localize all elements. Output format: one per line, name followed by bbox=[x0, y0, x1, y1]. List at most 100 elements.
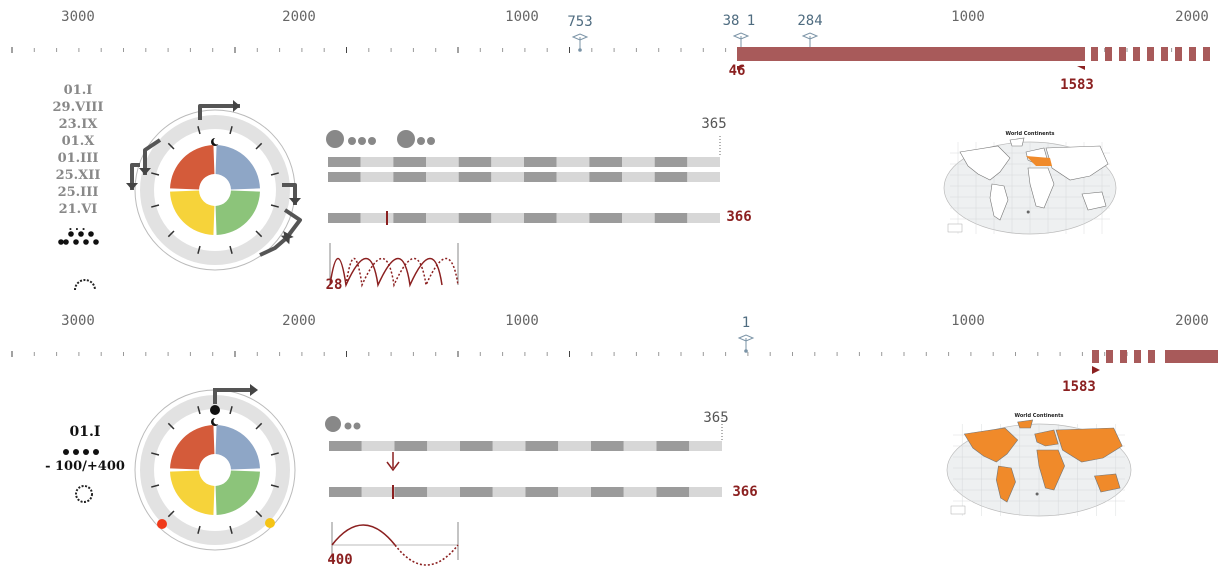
bar-cell bbox=[623, 487, 657, 497]
bar-cell bbox=[328, 172, 361, 182]
julian-dash bbox=[1134, 350, 1141, 363]
date-item: 01.X bbox=[61, 134, 95, 149]
date-item: 01.III bbox=[57, 151, 99, 166]
season-arrow bbox=[143, 138, 162, 175]
axis-label-2000-bc: 2000 bbox=[282, 9, 316, 25]
julian-bar bbox=[737, 47, 1085, 61]
common-year-bar bbox=[329, 441, 722, 451]
month-tick bbox=[167, 510, 175, 518]
weekday-dot bbox=[358, 137, 366, 145]
bar-cell bbox=[427, 487, 460, 497]
bar-cell bbox=[426, 157, 459, 167]
bar-cell bbox=[394, 487, 428, 497]
month-tick bbox=[151, 172, 160, 176]
bar-cell bbox=[491, 157, 524, 167]
season-segment bbox=[170, 425, 215, 470]
continent bbox=[1034, 429, 1059, 447]
axis-label-2000-ad: 2000 bbox=[1175, 313, 1209, 329]
bar-cell bbox=[458, 172, 492, 182]
map-title: World Continents bbox=[1014, 413, 1064, 419]
end-flag bbox=[1077, 66, 1085, 70]
bar-cell bbox=[393, 157, 426, 167]
bar-cell bbox=[622, 172, 655, 182]
month-tick bbox=[255, 422, 263, 430]
bar-cell bbox=[360, 213, 394, 223]
month-tick bbox=[167, 230, 175, 238]
world-map-julian bbox=[943, 137, 1117, 235]
julian-dash bbox=[1148, 350, 1155, 363]
marker-label-753: 753 bbox=[567, 14, 593, 30]
top-timeline-graphic bbox=[11, 32, 1210, 291]
month-tick bbox=[151, 204, 160, 208]
year-label-1583: 1583 bbox=[1062, 379, 1096, 395]
leap-dot bbox=[73, 239, 79, 245]
era-marker-1 bbox=[737, 334, 755, 342]
bar-cell bbox=[427, 441, 460, 451]
bar-cell bbox=[556, 172, 590, 182]
leap-year-bar bbox=[329, 487, 722, 497]
date-item: 23.IX bbox=[58, 117, 98, 132]
month-tick bbox=[270, 204, 279, 208]
bar-cell bbox=[589, 172, 622, 182]
continent bbox=[1094, 473, 1121, 493]
month-tick bbox=[151, 484, 160, 488]
bar-cell bbox=[360, 157, 394, 167]
axis-label-2000-bc: 2000 bbox=[282, 313, 316, 329]
month-tick bbox=[229, 406, 233, 415]
weekday-dot bbox=[417, 137, 425, 145]
leap-dot bbox=[93, 239, 99, 245]
axis-label-1000-ad: 1000 bbox=[951, 9, 985, 25]
solstice-dot bbox=[265, 518, 275, 528]
date-list: 01.I 29.VIII 23.IX 01.X 01.III 25.XII 25… bbox=[43, 82, 113, 218]
bar-cell bbox=[524, 157, 557, 167]
gregorian-bar bbox=[1165, 350, 1218, 363]
bar-cell bbox=[687, 157, 720, 167]
world-map-graphic bbox=[946, 419, 1132, 517]
bar-cell bbox=[426, 213, 459, 223]
season-arrow bbox=[283, 208, 302, 242]
bar-cell bbox=[460, 487, 493, 497]
bar-cell bbox=[558, 487, 591, 497]
julian-dash bbox=[1106, 350, 1113, 363]
gear-icon bbox=[74, 279, 96, 291]
bar-cell bbox=[656, 441, 690, 451]
season-arrow bbox=[130, 163, 140, 190]
year-label-1583: 1583 bbox=[1060, 77, 1094, 93]
axis-label-1000-ad: 1000 bbox=[951, 313, 985, 329]
month-tick bbox=[255, 510, 263, 518]
bar-cell bbox=[591, 441, 624, 451]
moon-icon-mask bbox=[213, 417, 221, 425]
bar-cell bbox=[525, 487, 559, 497]
leap-dot bbox=[63, 239, 69, 245]
continent bbox=[989, 183, 1009, 221]
bar-cell bbox=[589, 213, 622, 223]
day-count-366: 366 bbox=[726, 209, 752, 225]
bar-cell bbox=[589, 157, 622, 167]
map-legend bbox=[947, 223, 963, 233]
season-arrow bbox=[213, 388, 250, 404]
common-year-bar bbox=[328, 172, 720, 182]
bar-cell bbox=[329, 487, 362, 497]
weekday-dot bbox=[368, 137, 376, 145]
wave-label-28: 28 bbox=[325, 277, 343, 293]
axis-label-2000-ad: 2000 bbox=[1175, 9, 1209, 25]
bar-cell bbox=[524, 213, 557, 223]
bar-cell bbox=[591, 487, 624, 497]
gregorian-dash bbox=[1203, 47, 1210, 61]
bar-cell bbox=[654, 157, 688, 167]
season-segment bbox=[215, 145, 260, 190]
axis-label-3000-bc: 3000 bbox=[61, 313, 95, 329]
arrow-head bbox=[126, 183, 138, 190]
world-map-gregorian bbox=[946, 419, 1132, 517]
leap-dot bbox=[78, 231, 84, 237]
gregorian-dash bbox=[1091, 47, 1098, 61]
axis-label-1000-bc: 1000 bbox=[505, 313, 539, 329]
continent bbox=[996, 465, 1016, 503]
continent bbox=[1036, 449, 1065, 491]
continent bbox=[1055, 427, 1123, 463]
month-tick bbox=[151, 452, 160, 456]
day-count-366: 366 bbox=[732, 484, 758, 500]
date-item: 25.III bbox=[57, 185, 99, 200]
continent bbox=[959, 145, 1011, 181]
cycle-wave-dotted bbox=[394, 544, 459, 566]
